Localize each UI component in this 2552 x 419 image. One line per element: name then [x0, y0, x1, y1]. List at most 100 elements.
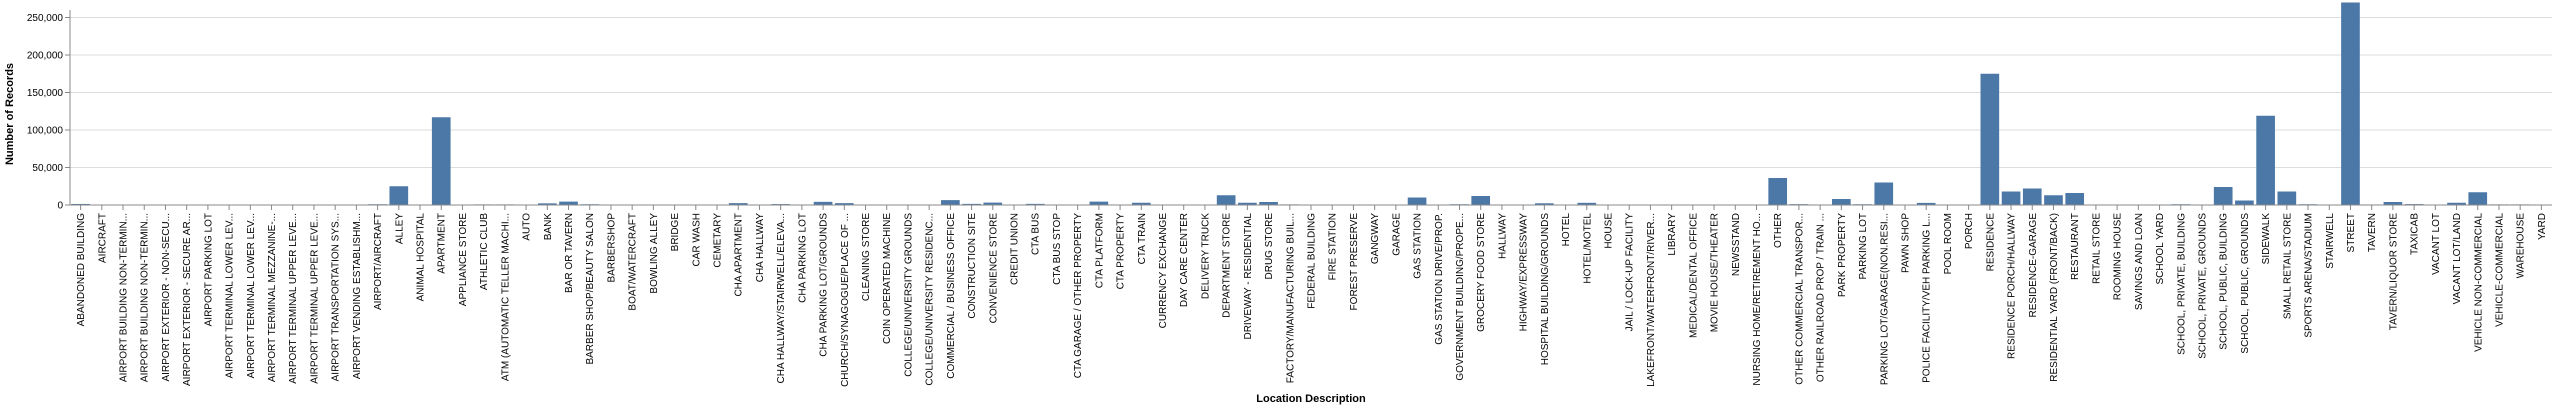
bar[interactable]	[1874, 183, 1893, 206]
x-tick-label: CEMETARY	[713, 213, 724, 268]
y-tick-label: 200,000	[27, 51, 64, 62]
x-tick-label: BARBER SHOP/BEAUTY SALON	[585, 213, 596, 365]
x-tick-label: DAY CARE CENTER	[1179, 213, 1190, 307]
x-tick-label: CURRENCY EXCHANGE	[1158, 213, 1169, 329]
x-tick-label: OTHER	[1773, 213, 1784, 248]
x-tick-label: AIRPORT EXTERIOR - SECURE AR...	[182, 213, 193, 386]
x-tick-label: BANK	[543, 213, 554, 241]
x-tick-label: OTHER RAILROAD PROP / TRAIN ...	[1816, 213, 1827, 382]
x-tick-label: COLLEGE/UNIVERSITY RESIDENC...	[925, 213, 936, 386]
x-tick-label: GARAGE	[1391, 213, 1402, 256]
x-tick-label: RETAIL STORE	[2091, 213, 2102, 284]
x-tick-label: FIRE STATION	[1328, 213, 1339, 280]
x-tick-label: SCHOOL, PRIVATE, GROUNDS	[2197, 213, 2208, 359]
bar[interactable]	[2065, 193, 2084, 205]
x-tick-label: CTA BUS STOP	[1052, 213, 1063, 285]
x-tick-label: HALLWAY	[1497, 213, 1508, 259]
bar[interactable]	[2256, 116, 2275, 205]
x-tick-label: ABANDONED BUILDING	[76, 213, 87, 327]
x-tick-label: CTA TRAIN	[1137, 213, 1148, 264]
y-tick-label: 250,000	[27, 13, 64, 24]
x-tick-label: CAR WASH	[691, 213, 702, 267]
x-tick-label: SMALL RETAIL STORE	[2282, 213, 2293, 319]
x-tick-label: NURSING HOME/RETIREMENT HO...	[1752, 213, 1763, 386]
x-tick-label: FOREST PRESERVE	[1349, 213, 1360, 311]
x-tick-label: BOWLING ALLEY	[649, 213, 660, 294]
x-tick-label: PARKING LOT/GARAGE(NON.RESI...	[1879, 213, 1890, 385]
bar[interactable]	[2214, 187, 2233, 205]
bar[interactable]	[389, 186, 408, 205]
x-tick-label: PARKING LOT	[1858, 213, 1869, 280]
x-tick-label: RESIDENCE-GARAGE	[2028, 213, 2039, 318]
x-tick-label: AIRPORT TRANSPORTATION SYS...	[331, 213, 342, 381]
bar[interactable]	[2002, 192, 2021, 206]
y-tick-label: 100,000	[27, 126, 64, 137]
bar[interactable]	[1408, 198, 1427, 206]
y-tick-label: 0	[57, 201, 63, 212]
x-tick-label: AIRPORT BUILDING NON-TERMIN...	[140, 213, 151, 382]
x-tick-label: CTA PROPERTY	[1116, 213, 1127, 290]
x-tick-label: SCHOOL, PUBLIC, BUILDING	[2219, 213, 2230, 350]
x-tick-label: FACTORY/MANUFACTURING BUIL...	[1285, 213, 1296, 383]
bar[interactable]	[1217, 195, 1236, 205]
y-tick-label: 50,000	[32, 163, 63, 174]
x-tick-label: POOL ROOM	[1943, 213, 1954, 274]
bar[interactable]	[2023, 189, 2042, 206]
bar[interactable]	[941, 200, 960, 205]
x-tick-label: RESIDENCE PORCH/HALLWAY	[2007, 213, 2018, 359]
x-tick-label: CONVENIENCE STORE	[988, 213, 999, 324]
bar[interactable]	[2468, 192, 2487, 205]
bar[interactable]	[1768, 178, 1787, 205]
x-tick-label: CHA PARKING LOT/GROUNDS	[819, 213, 830, 357]
x-tick-label: POLICE FACILITY/VEH PARKING L...	[1922, 213, 1933, 383]
x-tick-label: AIRPORT BUILDING NON-TERMIN...	[119, 213, 130, 382]
x-tick-label: RESTAURANT	[2070, 213, 2081, 280]
x-tick-label: AIRCRAFT	[97, 213, 108, 263]
bar[interactable]	[559, 202, 578, 205]
x-tick-label: SCHOOL, PRIVATE, BUILDING	[2176, 213, 2187, 355]
x-tick-label: JAIL / LOCK-UP FACILITY	[1625, 213, 1636, 332]
x-tick-label: PARK PROPERTY	[1837, 213, 1848, 297]
x-tick-label: LIBRARY	[1667, 213, 1678, 256]
x-tick-label: COLLEGE/UNIVERSITY GROUNDS	[903, 213, 914, 377]
x-tick-label: PORCH	[1964, 213, 1975, 249]
bar[interactable]	[1090, 202, 1109, 205]
bar-layer	[71, 3, 2550, 206]
x-tick-label: STREET	[2346, 213, 2357, 252]
x-tick-label: HOUSE	[1603, 213, 1614, 249]
x-tick-label: DRUG STORE	[1264, 213, 1275, 280]
x-tick-label: COMMERCIAL / BUSINESS OFFICE	[946, 213, 957, 379]
x-tick-label: CLEANING STORE	[861, 213, 872, 301]
x-tick-label: NEWSSTAND	[1731, 213, 1742, 276]
x-tick-label: AUTO	[522, 213, 533, 241]
bar[interactable]	[1832, 199, 1851, 205]
x-tick-label: AIRPORT/AIRCRAFT	[373, 213, 384, 310]
x-tick-label: STAIRWELL	[2325, 213, 2336, 269]
x-tick-label: AIRPORT TERMINAL MEZZANINE-...	[267, 213, 278, 382]
bar[interactable]	[2044, 195, 2063, 205]
x-tick-label: CHA APARTMENT	[734, 213, 745, 297]
bar[interactable]	[2277, 192, 2296, 206]
bar[interactable]	[2235, 201, 2254, 206]
x-tick-label: AIRPORT VENDING ESTABLISHM...	[352, 213, 363, 379]
x-tick-label: CTA BUS	[1031, 213, 1042, 255]
x-tick-label: BOAT/WATERCRAFT	[628, 213, 639, 311]
x-tick-label: AIRPORT TERMINAL UPPER LEVE...	[309, 213, 320, 384]
x-tick-label: MOVIE HOUSE/THEATER	[1710, 213, 1721, 332]
x-tick-label: DEPARTMENT STORE	[1222, 213, 1233, 318]
bar[interactable]	[432, 117, 451, 205]
y-axis-title: Number of Records	[4, 63, 16, 165]
x-tick-label: SCHOOL YARD	[2155, 213, 2166, 285]
x-tick-label: VACANT LOT	[2431, 213, 2442, 275]
x-tick-label: CHA PARKING LOT	[797, 213, 808, 303]
x-tick-label: ALLEY	[394, 213, 405, 244]
x-tick-label: SAVINGS AND LOAN	[2134, 213, 2145, 310]
x-tick-label: SCHOOL, PUBLIC, GROUNDS	[2240, 213, 2251, 354]
x-tick-label: ANIMAL HOSPITAL	[416, 213, 427, 302]
bar[interactable]	[1981, 74, 2000, 205]
x-tick-label: CHURCH/SYNAGOGUE/PLACE OF ...	[840, 213, 851, 387]
x-tick-label: HOTEL/MOTEL	[1582, 213, 1593, 284]
bar[interactable]	[1471, 196, 1490, 205]
bar[interactable]	[2341, 3, 2360, 206]
